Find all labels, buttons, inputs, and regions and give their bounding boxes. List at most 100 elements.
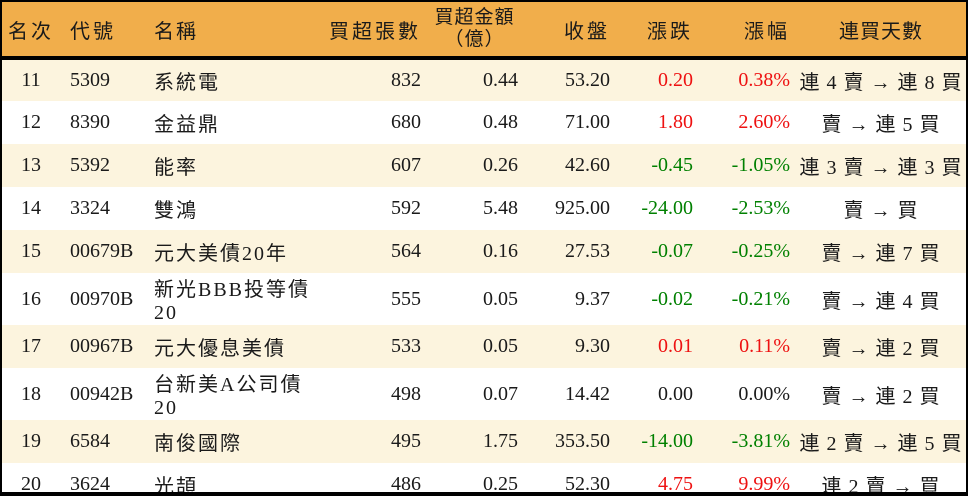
- cell-name: 系統電: [154, 72, 220, 94]
- cell-name: 南俊國際: [154, 433, 242, 455]
- cell-change: -0.02: [651, 287, 693, 310]
- cell-streak: 賣 → 連 2 買: [821, 338, 941, 360]
- cell-rank: 15: [21, 240, 41, 262]
- cell-amount: 0.44: [483, 69, 518, 91]
- cell-change-pct: 0.38%: [738, 69, 790, 91]
- cell-close: 9.37: [575, 287, 610, 310]
- cell-rank: 14: [21, 197, 41, 219]
- cell-streak: 連 3 賣 → 連 3 買: [799, 157, 963, 179]
- stock-row: 12 8390 金益鼎 680 0.48 71.00 1.80 2.60% 賣 …: [2, 101, 966, 144]
- cell-code: 5309: [70, 69, 110, 91]
- cell-streak: 連 2 賣 → 連 5 買: [799, 433, 963, 455]
- cell-amount: 0.48: [483, 111, 518, 133]
- cell-code: 3624: [70, 473, 110, 495]
- stock-row: 11 5309 系統電 832 0.44 53.20 0.20 0.38% 連 …: [2, 58, 966, 101]
- stock-row: 14 3324 雙鴻 592 5.48 925.00 -24.00 -2.53%…: [2, 187, 966, 230]
- cell-rank: 11: [21, 69, 41, 91]
- cell-streak: 賣 → 連 2 買: [821, 385, 941, 408]
- cell-volume: 680: [391, 111, 421, 133]
- col-header-amount: 買超金額 （億）: [425, 2, 524, 60]
- cell-volume: 533: [391, 335, 421, 357]
- cell-volume: 555: [391, 287, 421, 310]
- cell-close: 27.53: [565, 240, 610, 262]
- cell-name: 元大美債20年: [154, 243, 288, 265]
- cell-streak: 賣 → 連 7 買: [821, 243, 941, 265]
- col-header-streak: 連買天數: [796, 2, 966, 60]
- cell-change-pct: 0.11%: [739, 335, 790, 357]
- col-header-change-pct: 漲幅: [699, 2, 796, 60]
- header-row: 名次 代號 名稱 買超張數 買超金額 （億） 收盤 漲跌 漲幅 連買天數: [2, 2, 966, 60]
- cell-change: 0.20: [658, 69, 693, 91]
- cell-code: 5392: [70, 154, 110, 176]
- cell-volume: 832: [391, 69, 421, 91]
- cell-change-pct: 0.00%: [738, 382, 790, 405]
- cell-change: 0.00: [658, 382, 693, 405]
- cell-amount: 5.48: [483, 197, 518, 219]
- stock-row: 17 00967B 元大優息美債 533 0.05 9.30 0.01 0.11…: [2, 325, 966, 368]
- cell-close: 53.20: [565, 69, 610, 91]
- cell-volume: 592: [391, 197, 421, 219]
- cell-volume: 495: [391, 430, 421, 452]
- cell-close: 925.00: [555, 197, 610, 219]
- cell-rank: 18: [21, 382, 41, 405]
- col-header-change: 漲跌: [616, 2, 699, 60]
- cell-change-pct: 9.99%: [738, 473, 790, 495]
- cell-name: 台新美A公司債20: [154, 374, 303, 419]
- cell-change: 1.80: [658, 111, 693, 133]
- cell-code: 6584: [70, 430, 110, 452]
- col-header-amount-unit: （億）: [444, 29, 505, 50]
- col-header-rank: 名次: [2, 2, 60, 60]
- cell-code: 00967B: [70, 335, 134, 357]
- cell-close: 9.30: [575, 335, 610, 357]
- cell-code: 00679B: [70, 240, 134, 262]
- col-header-code: 代號: [60, 2, 144, 60]
- cell-streak: 連 4 賣 → 連 8 買: [799, 72, 963, 94]
- cell-change-pct: -0.25%: [731, 240, 790, 262]
- cell-rank: 13: [21, 154, 41, 176]
- cell-rank: 16: [21, 287, 41, 310]
- cell-close: 52.30: [565, 473, 610, 495]
- cell-volume: 486: [391, 473, 421, 495]
- stock-row: 16 00970B 新光BBB投等債20 555 0.05 9.37 -0.02…: [2, 273, 966, 325]
- cell-change: -0.45: [651, 154, 693, 176]
- cell-amount: 1.75: [483, 430, 518, 452]
- cell-rank: 17: [21, 335, 41, 357]
- cell-close: 42.60: [565, 154, 610, 176]
- cell-name: 新光BBB投等債20: [154, 279, 311, 324]
- cell-close: 14.42: [565, 382, 610, 405]
- col-header-volume: 買超張數: [324, 2, 425, 60]
- cell-code: 3324: [70, 197, 110, 219]
- cell-rank: 20: [21, 473, 41, 495]
- cell-change-pct: -2.53%: [731, 197, 790, 219]
- cell-volume: 564: [391, 240, 421, 262]
- cell-amount: 0.05: [483, 287, 518, 310]
- cell-name: 雙鴻: [154, 200, 198, 222]
- stock-row: 13 5392 能率 607 0.26 42.60 -0.45 -1.05% 連…: [2, 144, 966, 187]
- cell-change-pct: 2.60%: [738, 111, 790, 133]
- cell-streak: 賣 → 買: [843, 200, 919, 222]
- cell-change-pct: -3.81%: [731, 430, 790, 452]
- stock-row: 15 00679B 元大美債20年 564 0.16 27.53 -0.07 -…: [2, 230, 966, 273]
- col-header-close: 收盤: [524, 2, 616, 60]
- cell-code: 8390: [70, 111, 110, 133]
- cell-change: -24.00: [641, 197, 693, 219]
- cell-name: 金益鼎: [154, 114, 220, 136]
- cell-rank: 19: [21, 430, 41, 452]
- cell-code: 00942B: [70, 382, 134, 405]
- cell-amount: 0.07: [483, 382, 518, 405]
- cell-amount: 0.25: [483, 473, 518, 495]
- cell-code: 00970B: [70, 287, 134, 310]
- stock-row: 20 3624 光頡 486 0.25 52.30 4.75 9.99% 連 2…: [2, 463, 966, 496]
- cell-streak: 賣 → 連 4 買: [821, 290, 941, 313]
- cell-name: 能率: [154, 157, 198, 179]
- cell-name: 元大優息美債: [154, 338, 286, 360]
- cell-streak: 連 2 賣 → 買: [821, 476, 941, 496]
- stock-row: 19 6584 南俊國際 495 1.75 353.50 -14.00 -3.8…: [2, 420, 966, 463]
- cell-amount: 0.05: [483, 335, 518, 357]
- cell-close: 353.50: [555, 430, 610, 452]
- cell-amount: 0.16: [483, 240, 518, 262]
- cell-amount: 0.26: [483, 154, 518, 176]
- cell-name: 光頡: [154, 476, 198, 496]
